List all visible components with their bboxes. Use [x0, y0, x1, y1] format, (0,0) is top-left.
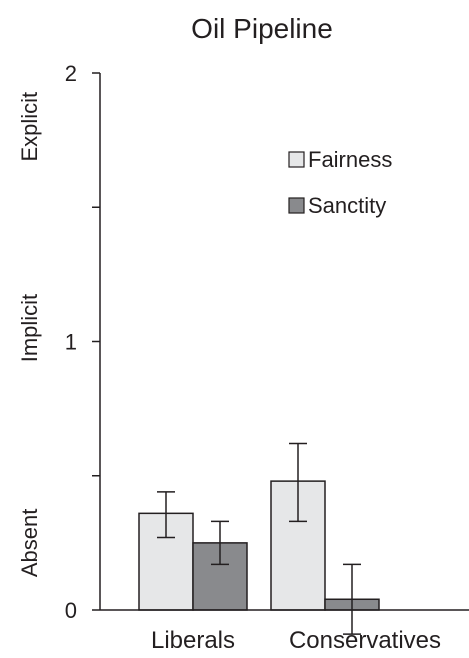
x-category-label: Liberals: [151, 627, 235, 654]
x-axis: Liberals Conservatives: [100, 609, 469, 654]
y-tick-label: 0: [65, 598, 77, 623]
legend: Fairness Sanctity: [288, 147, 392, 218]
legend-label-fairness: Fairness: [308, 147, 392, 172]
legend-swatch-sanctity: [288, 197, 305, 214]
y-tick-label: 2: [65, 61, 77, 86]
y-category-label: Absent: [17, 509, 42, 578]
x-category-label: Conservatives: [289, 627, 441, 654]
bars: [138, 442, 380, 635]
legend-swatch-fairness: [288, 151, 305, 168]
y-tick-label: 1: [65, 330, 77, 355]
y-category-label: Explicit: [17, 92, 42, 162]
chart-title: Oil Pipeline: [191, 13, 333, 44]
legend-label-sanctity: Sanctity: [308, 193, 386, 218]
y-category-label: Implicit: [17, 294, 42, 362]
y-axis: 0 1 2 Absent Implicit Explicit: [17, 61, 101, 623]
